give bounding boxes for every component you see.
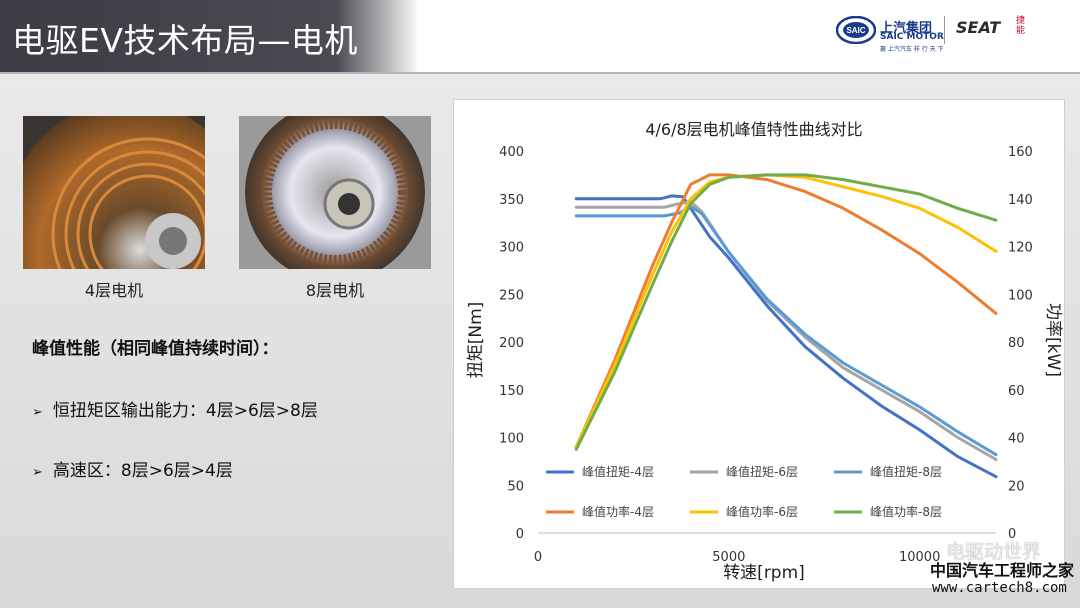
y2-tick-label: 140 bbox=[1008, 193, 1033, 208]
y-tick-label: 350 bbox=[499, 193, 524, 208]
y-tick-label: 50 bbox=[507, 479, 524, 494]
bullet-item-2: ➢ 高速区：8层>6层>4层 bbox=[32, 456, 233, 481]
peak-characteristic-chart: 4/6/8层电机峰值特性曲线对比 05010015020025030035040… bbox=[466, 120, 1063, 583]
saic-name-en: SAIC MOTOR bbox=[880, 32, 944, 42]
header-bar: 电驱EV技术布局—电机 SAIC 上汽集团 SAIC MOTOR 赢 上汽汽车 … bbox=[0, 0, 1080, 74]
series-line-3 bbox=[574, 204, 998, 457]
y2-tick-label: 160 bbox=[1008, 145, 1033, 160]
arrow-bullet-icon: ➢ bbox=[32, 465, 43, 480]
saic-slogan: 赢 上汽汽车 样 行 天 下 bbox=[880, 46, 944, 53]
logo-divider bbox=[944, 16, 945, 44]
bullet-item-1: ➢ 恒扭矩区输出能力：4层>6层>8层 bbox=[32, 396, 318, 421]
legend-label-4: 峰值功率-4层 bbox=[582, 504, 654, 519]
y2-tick-label: 0 bbox=[1008, 527, 1016, 542]
y2-tick-label: 100 bbox=[1008, 288, 1033, 303]
legend-label-1: 峰值扭矩-4层 bbox=[582, 464, 654, 479]
y-tick-label: 300 bbox=[499, 241, 524, 256]
y-tick-label: 250 bbox=[499, 288, 524, 303]
y-tick-label: 200 bbox=[499, 336, 524, 351]
series-layer bbox=[574, 173, 998, 479]
motor-caption-8-layer: 8层电机 bbox=[305, 281, 365, 300]
y2-tick-label: 40 bbox=[1008, 432, 1025, 447]
bullet-text-2: 高速区：8层>6层>4层 bbox=[52, 461, 233, 481]
watermark-wechat: 电驱动世界 bbox=[946, 541, 1042, 563]
seat-logo: SEAT bbox=[956, 18, 1001, 37]
legend-label-3: 峰值扭矩-8层 bbox=[870, 464, 942, 479]
chart-title: 4/6/8层电机峰值特性曲线对比 bbox=[645, 120, 862, 139]
y-tick-label: 150 bbox=[499, 384, 524, 399]
series-line-6 bbox=[574, 173, 998, 451]
y2-tick-label: 60 bbox=[1008, 384, 1025, 399]
y2-tick-label: 120 bbox=[1008, 241, 1033, 256]
y-tick-label: 100 bbox=[499, 432, 524, 447]
motor-caption-4-layer: 4层电机 bbox=[84, 281, 144, 300]
bullet-text-1: 恒扭矩区输出能力：4层>6层>8层 bbox=[52, 401, 318, 421]
saic-name-cn: 上汽集团 bbox=[880, 21, 933, 36]
saic-badge-text: SAIC bbox=[846, 26, 865, 35]
y-tick-label: 0 bbox=[516, 527, 524, 542]
watermark-url: www.cartech8.com bbox=[932, 580, 1067, 596]
legend-label-6: 峰值功率-8层 bbox=[870, 504, 942, 519]
y2-tick-label: 80 bbox=[1008, 336, 1025, 351]
legend-label-2: 峰值扭矩-6层 bbox=[726, 464, 798, 479]
y-tick-label: 400 bbox=[499, 145, 524, 160]
legend-label-5: 峰值功率-6层 bbox=[726, 504, 798, 519]
y2-axis-label: 功率[kW] bbox=[1043, 303, 1063, 377]
chart-panel: 4/6/8层电机峰值特性曲线对比 0 50 100 150 200 250 300 350 40… bbox=[453, 99, 1065, 589]
y2-tick-label: 20 bbox=[1008, 479, 1025, 494]
watermark-cn: 中国汽车工程师之家 bbox=[930, 561, 1075, 580]
page-title: 电驱EV技术布局—电机 bbox=[12, 21, 358, 60]
title-banner: 电驱EV技术布局—电机 bbox=[0, 0, 420, 72]
x-tick-label: 0 bbox=[534, 550, 542, 565]
y-axis-label: 扭矩[Nm] bbox=[466, 302, 486, 379]
motor-photo-4-layer bbox=[23, 116, 205, 269]
section-title: 峰值性能（相同峰值持续时间）： bbox=[32, 339, 279, 359]
axes-layer: 0 50 100 150 200 250 300 350 400 0 20 40 60 80 100 120 1… bbox=[499, 145, 1033, 565]
seat-logo-cn: 捷能 bbox=[1016, 16, 1026, 36]
x-tick-label: 5000 bbox=[712, 550, 745, 565]
x-tick-label: 10000 bbox=[899, 550, 940, 565]
x-axis-label: 转速[rpm] bbox=[723, 563, 805, 583]
motor-photo-8-layer bbox=[239, 116, 431, 269]
series-line-2 bbox=[574, 200, 998, 461]
series-line-1 bbox=[574, 194, 998, 479]
arrow-bullet-icon: ➢ bbox=[32, 405, 43, 420]
saic-logo-icon: SAIC bbox=[836, 16, 876, 44]
